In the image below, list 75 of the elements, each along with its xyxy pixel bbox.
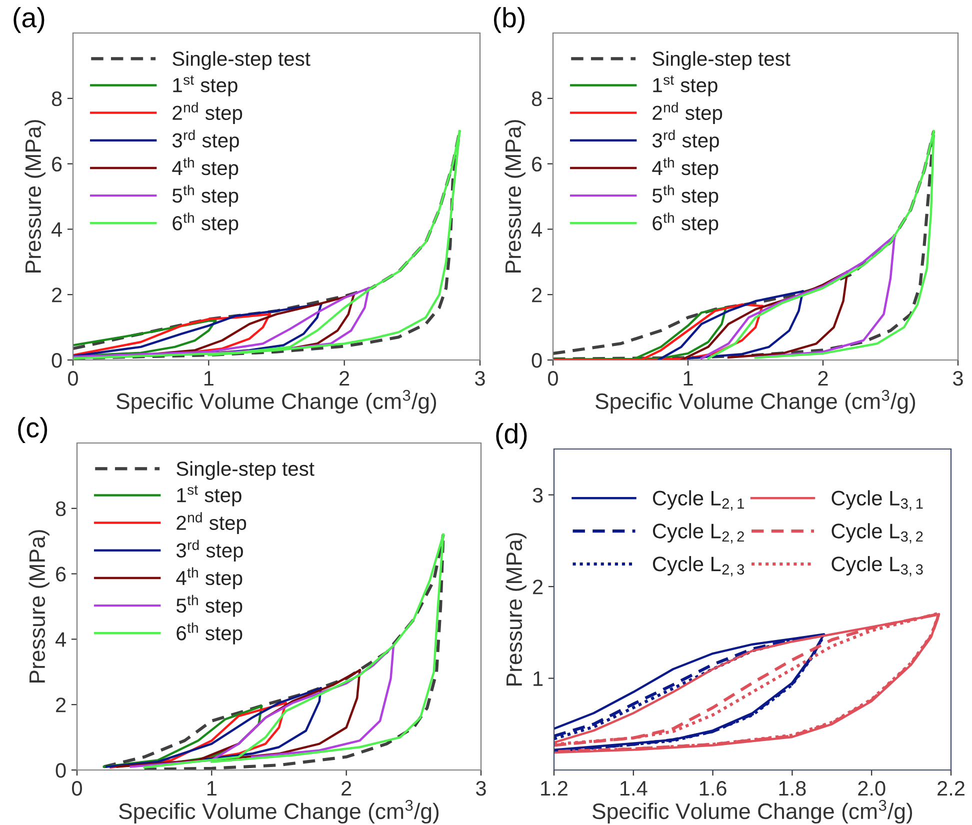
x-tick-label: 1: [207, 781, 216, 796]
x-tick-label: 3: [476, 780, 486, 796]
y-axis-title: Pressure (MPa): [28, 530, 50, 682]
y-axis-title: Pressure (MPa): [506, 533, 526, 686]
legend-label: 2$^{nd}$ step: [176, 512, 246, 534]
x-tick-label: 3: [475, 370, 485, 386]
x-tick-label: 2: [818, 370, 828, 386]
legend-label: Cycle L$_{3,1}$: [832, 490, 923, 510]
legend-label: Cycle L$_{3,2}$: [832, 523, 923, 544]
legend-label: 4$^{th}$ step: [176, 567, 242, 590]
legend-label: 3$^{rd}$ step: [172, 130, 239, 152]
x-tick-label: 2.0: [858, 780, 886, 796]
legend-label: 3$^{rd}$ step: [652, 130, 719, 152]
legend-label: 4$^{th}$ step: [652, 157, 718, 180]
y-tick-label: 2: [56, 698, 66, 712]
legend-label: 2$^{nd}$ step: [172, 102, 242, 124]
legend-label: 5$^{th}$ step: [652, 184, 718, 207]
y-tick-label: 8: [532, 91, 542, 106]
y-tick-label: 4: [531, 222, 542, 237]
legend-label: 5$^{th}$ step: [176, 594, 242, 617]
y-tick-label: 0: [52, 353, 62, 368]
legend-label: Cycle L$_{2,1}$: [652, 490, 744, 510]
x-tick-label: 0: [68, 370, 78, 386]
y-tick-label: 6: [532, 156, 542, 172]
legend-label: 4$^{th}$ step: [172, 157, 238, 180]
chart-title: (b): [494, 7, 524, 33]
legend-label: 1$^{st}$ step: [177, 486, 242, 506]
legend-label: 5$^{th}$ step: [172, 184, 238, 207]
y-tick-label: 2: [532, 288, 542, 302]
x-tick-label: 0: [548, 370, 558, 386]
legend-label: Single-step test: [172, 51, 310, 70]
chart-title: (a): [14, 7, 44, 33]
x-tick-label: 2: [342, 780, 352, 796]
x-tick-label: 1.4: [620, 781, 648, 796]
x-tick-label: 1: [684, 371, 693, 386]
y-axis-title: Pressure (MPa): [504, 120, 526, 272]
y-tick-label: 6: [56, 566, 66, 582]
x-tick-label: 2: [340, 370, 350, 386]
legend-label: 1$^{st}$ step: [653, 76, 718, 96]
x-axis-title: Specific Volume Change (cm$^{3}$/g): [592, 800, 912, 824]
x-tick-label: 1.8: [779, 780, 806, 796]
y-tick-label: 0: [56, 763, 66, 778]
x-tick-label: 2.2: [938, 780, 964, 796]
legend-label: 3$^{rd}$ step: [176, 540, 243, 562]
x-axis-title: Specific Volume Change (cm$^{3}$/g): [119, 800, 439, 824]
x-tick-label: 1: [204, 371, 214, 386]
legend-label: Single-step test: [176, 461, 314, 480]
x-tick-label: 3: [953, 370, 963, 386]
x-tick-label: 1.2: [541, 780, 568, 796]
chart-title: (d): [496, 423, 527, 449]
y-tick-label: 3: [532, 488, 543, 503]
legend-label: 6$^{th}$ step: [172, 212, 238, 234]
y-tick-label: 2: [533, 580, 543, 594]
chart-title: (c): [18, 417, 48, 443]
legend-label: Single-step test: [652, 51, 790, 70]
y-tick-label: 2: [52, 288, 62, 302]
y-tick-label: 8: [56, 501, 66, 516]
legend-label: 6$^{th}$ step: [652, 212, 718, 234]
x-axis-title: Specific Volume Change (cm$^{3}$/g): [596, 390, 916, 414]
x-axis-title: Specific Volume Change (cm$^{3}$/g): [116, 390, 436, 414]
y-tick-label: 6: [52, 156, 62, 172]
y-tick-label: 0: [532, 353, 542, 368]
y-axis-title: Pressure (MPa): [24, 120, 46, 272]
legend-label: 6$^{th}$ step: [176, 622, 242, 644]
x-tick-label: 0: [72, 780, 82, 796]
legend-label: Cycle L$_{2,2}$: [652, 523, 744, 544]
x-tick-label: 1.6: [700, 780, 726, 796]
legend-label: 2$^{nd}$ step: [652, 102, 722, 124]
y-tick-label: 4: [51, 222, 62, 237]
legend-label: Cycle L$_{3,3}$: [832, 556, 923, 576]
y-tick-label: 8: [52, 91, 62, 106]
legend-label: 1$^{st}$ step: [173, 76, 238, 96]
legend-label: Cycle L$_{2,3}$: [652, 556, 744, 576]
y-tick-label: 4: [55, 632, 66, 647]
y-tick-label: 1: [534, 672, 543, 686]
